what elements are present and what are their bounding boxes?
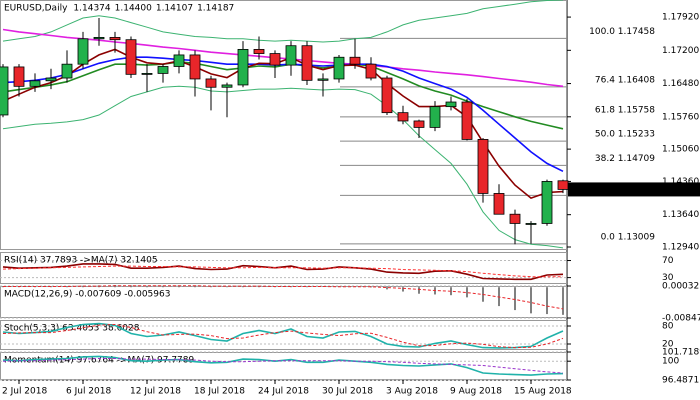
x-tick-label: 30 Jul 2018 bbox=[322, 387, 373, 397]
x-tick-label: 24 Jul 2018 bbox=[258, 387, 309, 397]
candle-body bbox=[429, 106, 441, 128]
candle-body bbox=[477, 139, 489, 194]
candle-body bbox=[173, 54, 185, 67]
fib-label: 50.0 1.15233 bbox=[595, 130, 655, 140]
candle-body bbox=[125, 39, 137, 75]
x-tick-label: 2 Jul 2018 bbox=[2, 387, 47, 397]
fib-label: 100.0 1.17458 bbox=[589, 27, 655, 37]
candle-body bbox=[557, 180, 569, 190]
candle-body bbox=[13, 66, 25, 87]
candle-body bbox=[141, 73, 153, 75]
candle-body bbox=[205, 78, 217, 88]
panel-title: RSI(14) 37.7893 ->MA(7) 32.1405 bbox=[4, 256, 158, 266]
last-price-label: 1.14187 bbox=[662, 185, 699, 195]
y-tick-label: 20 bbox=[662, 340, 674, 350]
candle-body bbox=[237, 48, 249, 86]
y-tick-label: 1.15060 bbox=[662, 145, 699, 155]
indicator-line bbox=[2, 28, 564, 88]
candle-body bbox=[45, 77, 57, 82]
candle-body bbox=[61, 63, 73, 79]
header-value: 1.14374 bbox=[73, 4, 110, 14]
candle-body bbox=[413, 120, 425, 128]
candle-body bbox=[349, 56, 361, 65]
y-tick-label: 30 bbox=[662, 273, 674, 283]
candle-body bbox=[109, 36, 121, 41]
panel-frame bbox=[0, 352, 567, 380]
indicator-line bbox=[2, 85, 564, 249]
x-tick-label: 9 Aug 2018 bbox=[450, 387, 502, 397]
panel-title: EURUSD,Daily bbox=[4, 4, 68, 14]
x-tick-label: 6 Jul 2018 bbox=[66, 387, 111, 397]
signal-line bbox=[3, 285, 564, 310]
candle-body bbox=[333, 56, 345, 80]
header-value: 1.14400 bbox=[115, 4, 152, 14]
y-tick-label: 1.14360 bbox=[662, 177, 699, 187]
header-value: 1.14107 bbox=[156, 4, 193, 14]
candle-body bbox=[317, 78, 329, 81]
y-tick-label: -0.008478 bbox=[662, 314, 700, 324]
y-tick-label: 70 bbox=[662, 256, 674, 266]
candle-body bbox=[189, 54, 201, 80]
panel-title: MACD(12,26,9) -0.007609 -0.005963 bbox=[4, 290, 170, 300]
y-tick-label: 80 bbox=[662, 322, 674, 332]
candle-body bbox=[381, 77, 393, 114]
panel-frame bbox=[0, 320, 567, 350]
candle-body bbox=[365, 63, 377, 79]
candle-body bbox=[285, 45, 297, 66]
y-tick-label: 1.17920 bbox=[662, 13, 699, 23]
candle-body bbox=[525, 223, 537, 225]
fib-label: 76.4 1.16408 bbox=[595, 75, 655, 85]
y-tick-label: 1.12940 bbox=[662, 242, 699, 252]
y-tick-label: 96.4871 bbox=[662, 376, 699, 386]
indicator-line bbox=[2, 265, 563, 278]
panel-frame bbox=[0, 0, 567, 250]
last-price-box bbox=[568, 182, 700, 197]
indicator-line bbox=[2, 358, 564, 374]
y-tick-label: 1.15760 bbox=[662, 112, 699, 122]
candle-body bbox=[93, 36, 105, 40]
indicator-line bbox=[2, 56, 564, 173]
x-tick-label: 18 Jul 2018 bbox=[194, 387, 245, 397]
indicator-line bbox=[2, 263, 564, 281]
y-tick-label: 1.16480 bbox=[662, 79, 699, 89]
candle-body bbox=[493, 193, 505, 215]
indicator-line bbox=[2, 323, 564, 349]
panel-frame bbox=[0, 252, 567, 284]
indicator-line bbox=[2, 0, 564, 43]
candle-body bbox=[445, 101, 457, 108]
x-tick-label: 3 Aug 2018 bbox=[386, 387, 438, 397]
fib-label: 61.8 1.15758 bbox=[595, 105, 655, 115]
header-value: 1.14187 bbox=[197, 4, 234, 14]
candle-body bbox=[77, 38, 89, 65]
x-tick-label: 12 Jul 2018 bbox=[130, 387, 181, 397]
candle-body bbox=[461, 101, 473, 140]
candle-body bbox=[29, 80, 41, 87]
panel-title: Stoch(5,3,3) 63.4053 38.6028 bbox=[4, 324, 140, 334]
candle-body bbox=[0, 66, 9, 116]
y-tick-label: 1.17200 bbox=[662, 46, 699, 56]
candle-body bbox=[221, 84, 233, 88]
y-tick-label: 101.7189 bbox=[662, 348, 700, 358]
y-tick-label: 1.13640 bbox=[662, 210, 699, 220]
candle-body bbox=[397, 112, 409, 122]
fib-label: 0.0 1.13009 bbox=[601, 232, 656, 242]
candle-body bbox=[253, 48, 265, 54]
candle-body bbox=[509, 213, 521, 224]
panel-title: Momentum(14) 97.6764 ->MA(7) 97.7789 bbox=[4, 356, 195, 366]
candle-body bbox=[541, 181, 553, 224]
x-tick-label: 15 Aug 2018 bbox=[514, 387, 572, 397]
indicator-line bbox=[2, 322, 564, 349]
candle-body bbox=[269, 53, 281, 66]
y-tick-label: 0.000327 bbox=[662, 282, 700, 292]
fib-label: 38.2 1.14709 bbox=[595, 154, 655, 164]
candle-body bbox=[301, 45, 313, 81]
y-tick-label: 100 bbox=[662, 357, 679, 367]
candle-body bbox=[157, 66, 169, 74]
